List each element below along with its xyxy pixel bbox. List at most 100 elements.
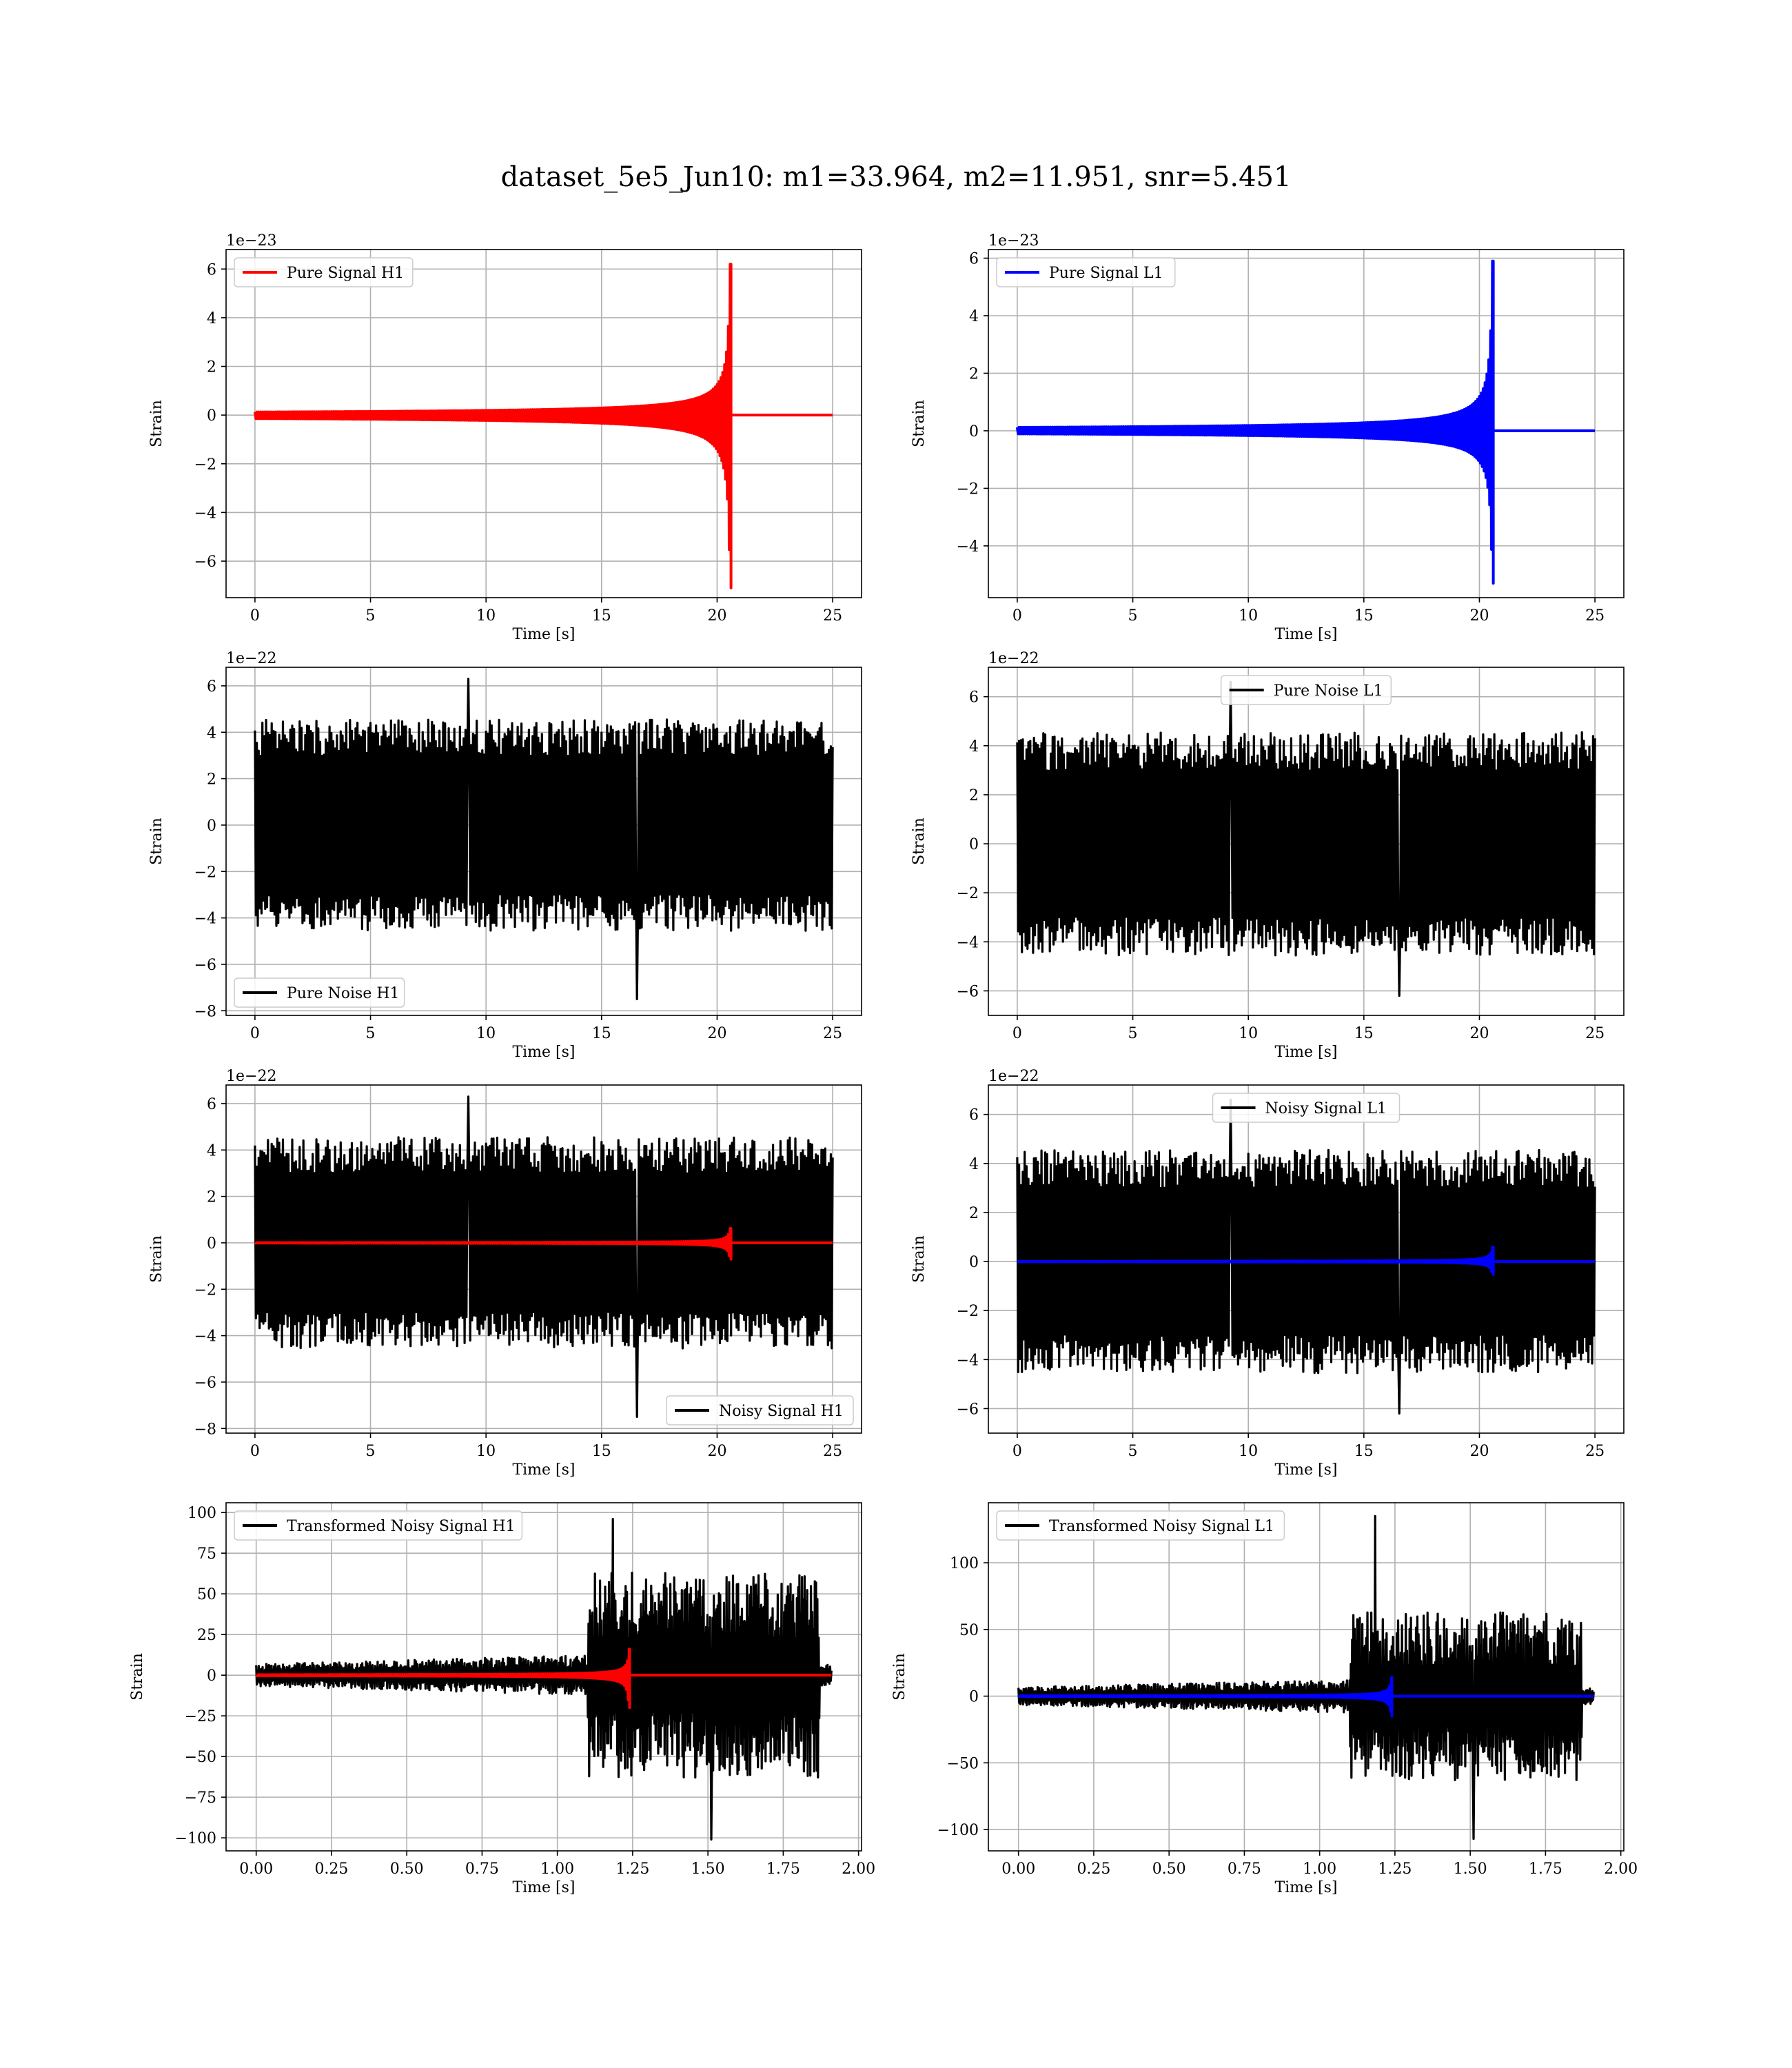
axis-offset-label: 1e−22	[988, 1068, 1039, 1085]
legend-box	[1212, 1093, 1401, 1123]
axis-offset-label: 1e−22	[988, 650, 1039, 667]
y-axis-label: Strain	[910, 1235, 928, 1283]
y-axis-label: Strain	[891, 1653, 908, 1701]
y-tick-label: −2	[194, 456, 216, 474]
y-tick-label: 2	[207, 771, 216, 789]
y-tick-label: −2	[957, 480, 979, 498]
y-tick-label: 50	[959, 1622, 979, 1639]
axes-frame	[225, 1084, 862, 1434]
x-tick-label: 15	[1354, 1443, 1374, 1460]
x-axis-label: Time [s]	[1274, 1461, 1337, 1479]
y-tick-label: 0	[969, 836, 979, 853]
y-tick-label: 6	[207, 678, 216, 696]
y-tick-label: 100	[950, 1555, 979, 1572]
y-tick-label: 0	[969, 423, 979, 440]
legend-label: Transformed Noisy Signal L1	[1049, 1518, 1274, 1535]
y-tick-label: −2	[957, 885, 979, 902]
y-tick-label: 2	[207, 359, 216, 376]
x-tick-label: 5	[366, 1443, 376, 1460]
x-tick-label: 15	[1354, 607, 1374, 625]
panel-transformed-noisy-signal-h1: 0.00 0.25 0.50 0.75 1.00 1.25 1.50 1.75 2.00 −100…	[129, 1502, 875, 1896]
series-group	[254, 678, 834, 1000]
legend: Noisy Signal L1	[1212, 1093, 1401, 1123]
y-tick-label: 6	[969, 251, 979, 268]
y-tick-label: 4	[969, 1156, 979, 1173]
x-tick-label: 25	[823, 607, 842, 625]
y-tick-label: 4	[969, 738, 979, 756]
x-tick-label: 5	[366, 607, 376, 625]
legend-label: Noisy Signal H1	[719, 1403, 844, 1420]
series-group	[1017, 1514, 1595, 1841]
series-group	[255, 1518, 833, 1841]
x-tick-label: 1.25	[615, 1861, 649, 1878]
x-tick-label: 10	[1239, 1443, 1258, 1460]
x-tick-label: 1.00	[540, 1861, 574, 1878]
series-line-noisy-signal-l1	[1016, 1098, 1596, 1415]
series-group	[1015, 259, 1596, 585]
y-tick-label: −6	[194, 957, 216, 974]
x-tick-label: 1.50	[691, 1861, 725, 1878]
legend-box	[234, 257, 414, 287]
legend-box	[234, 1510, 523, 1541]
x-tick-label: 1.75	[766, 1861, 800, 1878]
axes-frame	[988, 667, 1625, 1016]
axes-frame	[988, 1502, 1625, 1852]
axis-offset-label: 1e−23	[988, 232, 1039, 250]
legend-label: Pure Noise H1	[287, 985, 400, 1002]
series-group	[1016, 1098, 1596, 1415]
y-tick-label: −100	[175, 1830, 216, 1847]
y-tick-label: 0	[969, 1689, 979, 1706]
x-tick-label: 1.25	[1378, 1861, 1412, 1878]
y-tick-label: −100	[937, 1822, 979, 1839]
axes-frame	[225, 249, 862, 598]
x-tick-label: 20	[1469, 1025, 1489, 1042]
x-tick-label: 25	[823, 1025, 842, 1042]
y-tick-label: −6	[194, 554, 216, 571]
x-tick-label: 1.75	[1529, 1861, 1562, 1878]
series-line-pure-signal-l1	[1015, 259, 1596, 585]
y-tick-label: −2	[194, 864, 216, 881]
x-tick-label: 5	[1128, 1443, 1138, 1460]
x-tick-label: 0.50	[1152, 1861, 1186, 1878]
legend-label: Noisy Signal L1	[1265, 1100, 1387, 1117]
y-tick-label: 0	[207, 818, 216, 835]
x-tick-label: 0.25	[1077, 1861, 1110, 1878]
legend: Pure Noise H1	[234, 977, 405, 1008]
x-tick-label: 1.50	[1454, 1861, 1487, 1878]
x-tick-label: 0.75	[465, 1861, 499, 1878]
y-tick-label: 4	[207, 310, 216, 327]
x-tick-label: 15	[592, 607, 611, 625]
series-group	[254, 1095, 834, 1418]
y-tick-label: 100	[187, 1505, 216, 1522]
legend-box	[666, 1395, 854, 1426]
series-group	[253, 263, 833, 589]
y-tick-label: 0	[207, 1667, 216, 1685]
y-axis-label: Strain	[910, 400, 928, 447]
y-tick-label: 2	[969, 365, 979, 383]
y-tick-label: −6	[194, 1375, 216, 1392]
y-tick-label: −2	[957, 1303, 979, 1320]
x-tick-label: 25	[823, 1443, 842, 1460]
y-tick-label: 75	[197, 1545, 216, 1563]
x-tick-label: 20	[1469, 607, 1489, 625]
x-tick-label: 20	[707, 1025, 726, 1042]
y-axis-label: Strain	[910, 818, 928, 865]
y-tick-label: 2	[969, 1205, 979, 1222]
series-line-pure-noise-l1	[1016, 680, 1596, 997]
legend: Transformed Noisy Signal H1	[234, 1510, 523, 1541]
y-axis-label: Strain	[129, 1653, 146, 1701]
x-tick-label: 0	[250, 607, 260, 625]
y-tick-label: 6	[207, 261, 216, 278]
legend: Pure Signal L1	[996, 257, 1176, 287]
x-tick-label: 25	[1585, 1443, 1605, 1460]
x-tick-label: 5	[366, 1025, 376, 1042]
x-tick-label: 25	[1585, 607, 1605, 625]
series-line-transformed-noisy-signal-h1	[255, 1518, 833, 1841]
y-tick-label: −4	[194, 1328, 216, 1346]
legend: Pure Noise L1	[1220, 675, 1392, 705]
y-tick-label: −6	[957, 983, 979, 1000]
x-tick-label: 1.00	[1303, 1861, 1336, 1878]
y-tick-label: −2	[194, 1281, 216, 1299]
